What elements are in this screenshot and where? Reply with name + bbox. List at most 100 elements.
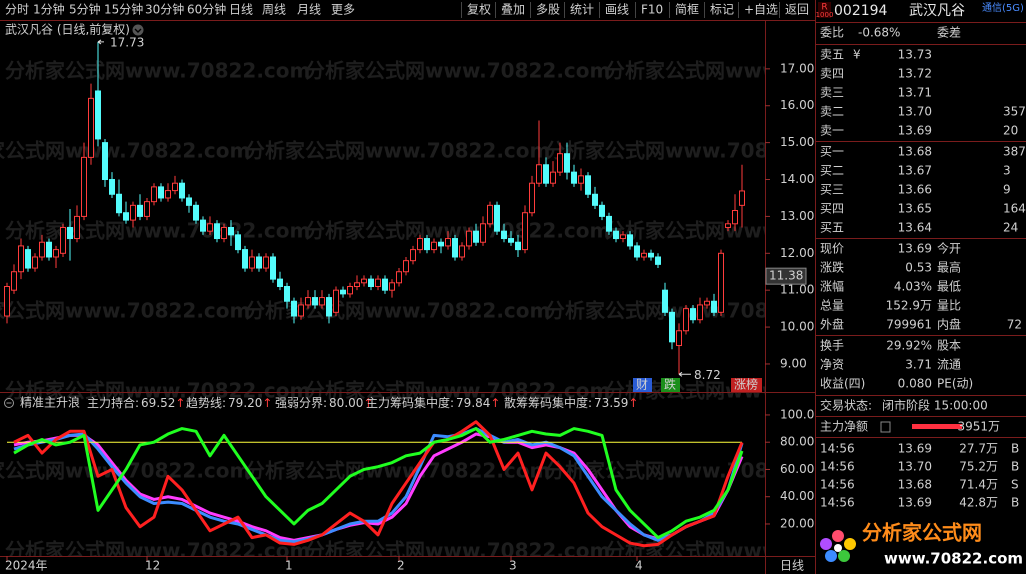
legend-item: 主力持合: 69.52↑ xyxy=(87,395,185,410)
badge: R xyxy=(821,3,827,13)
x-tick-label: 12 xyxy=(145,559,160,573)
candle-body xyxy=(165,190,171,199)
indicator-line xyxy=(13,427,744,540)
tool-button[interactable]: 返回 xyxy=(785,3,809,17)
candle-body xyxy=(522,212,528,251)
cursor-price-box xyxy=(765,267,807,285)
max-label: 17.73 xyxy=(110,35,144,49)
buy-volume: 24 xyxy=(1003,221,1018,235)
y-tick-label: 13.00 xyxy=(780,209,814,223)
watermark: 分析家公式网www.70822.com xyxy=(0,139,250,163)
tool-button[interactable]: 画线 xyxy=(605,3,629,17)
candle-body xyxy=(389,282,395,291)
candle-body xyxy=(263,256,269,269)
y-tick-label: 16.00 xyxy=(780,98,814,112)
event-badge[interactable] xyxy=(633,378,652,392)
stat-value: 72 xyxy=(1007,318,1022,332)
tool-button[interactable]: 统计 xyxy=(570,3,594,17)
chart-title: 武汉凡谷 (日线,前复权) xyxy=(5,22,130,37)
candle-body xyxy=(557,153,563,173)
candle-body xyxy=(130,204,136,221)
stat-value: 3.71 xyxy=(905,358,932,372)
y-tick-label: 9.00 xyxy=(780,356,807,370)
tool-button[interactable]: 复权 xyxy=(467,3,491,17)
period-tab[interactable]: 1分钟 xyxy=(33,2,65,17)
period-tab[interactable]: 5分钟 xyxy=(69,2,101,17)
sell-label: 卖四 xyxy=(820,67,844,81)
buy-price: 13.66 xyxy=(898,183,932,197)
tick-price: 13.70 xyxy=(898,460,932,474)
candle-body xyxy=(214,223,220,240)
tool-button[interactable]: 标记 xyxy=(710,3,734,17)
min-label: 8.72 xyxy=(694,368,721,382)
buy-price: 13.68 xyxy=(898,145,932,159)
tool-button[interactable]: F10 xyxy=(641,3,663,17)
badge-sub: 1000 xyxy=(816,11,834,19)
legend-trend: ↑ xyxy=(175,396,185,410)
logo-petal xyxy=(825,550,837,562)
period-tab[interactable]: 60分钟 xyxy=(187,2,226,17)
event-badge[interactable] xyxy=(661,378,680,392)
sell-volume: 357 xyxy=(1003,105,1026,119)
tick-time: 14:56 xyxy=(820,442,855,456)
candle-body xyxy=(207,223,213,232)
candle-body xyxy=(669,311,675,343)
event-label[interactable]: 涨榜 xyxy=(734,377,758,392)
candle-body xyxy=(410,249,416,262)
period-tab[interactable]: 30分钟 xyxy=(145,2,184,17)
buy-volume: 3 xyxy=(1003,164,1011,178)
candle-body xyxy=(473,230,479,243)
y-tick-label: 20.00 xyxy=(780,516,814,530)
indicator-title: 精准主升浪 xyxy=(20,395,80,410)
sector-link[interactable]: 通信(5G) xyxy=(982,2,1024,14)
quote-panel: R 1000 002194 武汉凡谷 通信(5G) 委比 -0.68% 委差 交… xyxy=(816,0,1026,574)
sell-price: 13.73 xyxy=(898,48,932,62)
candle-body xyxy=(368,278,374,287)
period-tab[interactable]: 月线 xyxy=(297,3,321,17)
buy-label: 买三 xyxy=(820,183,844,197)
stat-label: 涨幅 xyxy=(820,279,844,294)
candle-body xyxy=(228,226,234,236)
period-tab[interactable]: 日线 xyxy=(229,3,253,17)
sell-volume: 20 xyxy=(1003,124,1018,138)
candle-body xyxy=(74,215,80,240)
sell-price: 13.72 xyxy=(898,67,932,81)
indicator-collapse-icon[interactable] xyxy=(4,398,14,408)
x-tick-label: 1 xyxy=(285,559,293,573)
period-tab[interactable]: 周线 xyxy=(262,3,286,17)
candle-body xyxy=(39,241,45,258)
candle-body xyxy=(361,278,367,284)
candle-body xyxy=(508,238,514,243)
buy-label: 买四 xyxy=(820,202,844,216)
stat-label: 总量 xyxy=(820,299,844,313)
x-tick-label: 2 xyxy=(397,559,405,573)
logo-url: www.70822.com xyxy=(884,550,1023,568)
tool-button[interactable]: 多股 xyxy=(536,3,560,17)
tool-button[interactable]: +自选 xyxy=(744,3,778,17)
candle-body xyxy=(578,175,584,184)
candle-body xyxy=(599,204,605,217)
watermark: 分析家公式网www.70822.com xyxy=(545,139,850,163)
candle-body xyxy=(564,153,570,173)
stat-value: 799961 xyxy=(886,318,932,332)
candle-body xyxy=(53,249,59,258)
status-label: 交易状态: xyxy=(820,398,872,413)
candle-body xyxy=(95,90,101,140)
event-badge[interactable] xyxy=(731,378,762,392)
tick-price: 13.68 xyxy=(898,478,932,492)
candle-body xyxy=(501,230,507,240)
net-icon[interactable] xyxy=(880,421,891,433)
candle-body xyxy=(256,256,262,269)
period-tab[interactable]: 分时 xyxy=(5,3,29,17)
title-menu-icon[interactable] xyxy=(132,24,144,36)
stat-label: PE(动) xyxy=(937,377,973,391)
event-label[interactable]: 跌 xyxy=(664,377,676,392)
period-tab[interactable]: 更多 xyxy=(331,3,355,17)
candle-body xyxy=(585,175,591,195)
tool-button[interactable]: 简框 xyxy=(675,3,699,17)
tool-button[interactable]: 叠加 xyxy=(501,3,525,17)
candle-body xyxy=(494,204,500,232)
candle-body xyxy=(697,304,703,321)
event-label[interactable]: 财 xyxy=(636,378,648,392)
period-tab[interactable]: 15分钟 xyxy=(104,2,143,17)
